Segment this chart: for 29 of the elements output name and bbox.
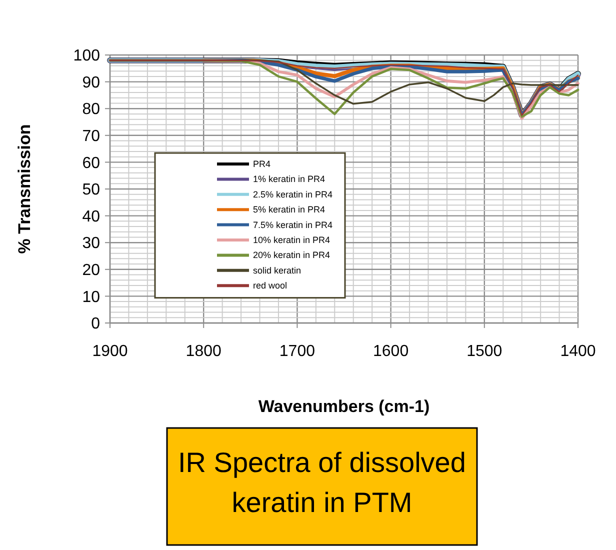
x-tick-label: 1700 [279,343,316,360]
x-tick-label: 1900 [92,343,128,360]
y-tick-label: 40 [82,208,100,226]
y-tick-label: 100 [73,48,100,65]
legend-label: red wool [253,280,288,291]
legend-label: solid keratin [253,265,302,276]
legend-label: 2.5% keratin in PR4 [253,189,333,200]
legend-label: 20% keratin in PR4 [253,250,330,260]
legend-label: 5% keratin in PR4 [253,204,326,215]
x-axis-title: Wavenumbers (cm-1) [258,397,430,416]
legend-label: PR4 [253,159,271,169]
y-tick-label: 30 [82,235,100,252]
text: IR Spectra of dissolved keratin in PTM [178,447,466,518]
y-tick-label: 60 [82,154,100,172]
y-tick-label: 20 [82,262,100,279]
x-tick-label: 1600 [373,343,409,360]
x-tick-label: 1500 [466,343,502,360]
x-tick-label: 1400 [560,343,596,360]
legend-label: 10% keratin in PR4 [253,235,330,245]
y-tick-label: 70 [82,128,100,145]
y-tick-label: 80 [82,101,100,118]
legend-label: 1% keratin in PR4 [253,174,326,184]
y-tick-label: 90 [82,74,100,92]
y-tick-label: 10 [82,288,100,306]
y-tick-label: 50 [82,182,100,199]
y-tick-label: 0 [91,316,100,333]
legend-label: 7.5% keratin in PR4 [253,220,333,230]
y-axis-title: % Transmission [15,124,34,254]
x-tick-label: 1800 [186,343,222,360]
